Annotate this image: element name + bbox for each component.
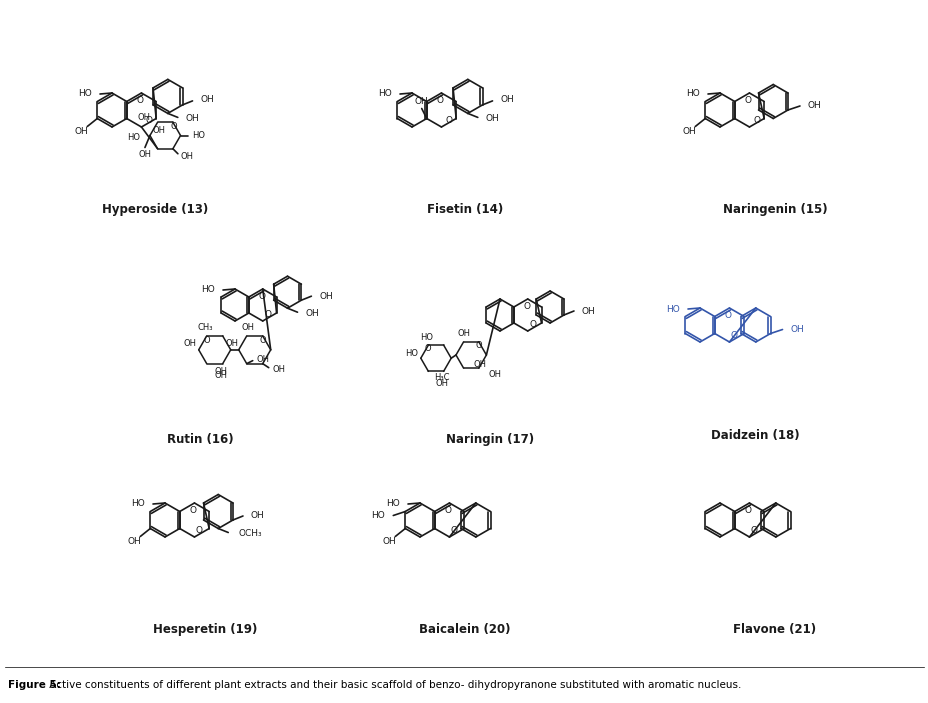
Text: OH: OH [434, 379, 447, 388]
Text: HO: HO [378, 89, 392, 98]
Text: O: O [450, 526, 458, 535]
Text: Daidzein (18): Daidzein (18) [710, 429, 798, 441]
Text: OH: OH [241, 323, 254, 333]
Text: O: O [259, 336, 265, 344]
Text: OH: OH [319, 292, 333, 301]
Text: OH: OH [415, 97, 428, 106]
Text: OH: OH [473, 360, 486, 368]
Text: HO: HO [665, 304, 679, 314]
Text: OH: OH [807, 101, 821, 110]
Text: OH: OH [200, 96, 214, 105]
Text: O: O [189, 506, 197, 515]
Text: OH: OH [127, 537, 141, 546]
Text: OH: OH [273, 365, 286, 374]
Text: Figure 5:: Figure 5: [8, 680, 61, 690]
Text: HO: HO [405, 349, 418, 358]
Text: OH: OH [256, 355, 269, 364]
Text: OH: OH [488, 370, 501, 379]
Text: HO: HO [386, 500, 400, 508]
Text: OH: OH [485, 114, 499, 123]
Text: O: O [744, 96, 751, 105]
Text: Flavone (21): Flavone (21) [732, 624, 816, 636]
Text: O: O [475, 341, 482, 350]
Text: OH: OH [382, 537, 395, 546]
Text: OH: OH [138, 150, 151, 159]
Text: OH: OH [790, 325, 804, 334]
Text: HO: HO [201, 285, 214, 295]
Text: O: O [754, 116, 760, 124]
Text: O: O [136, 96, 144, 105]
Text: HO: HO [371, 511, 385, 520]
Text: O: O [445, 116, 453, 124]
Text: HO: HO [78, 89, 92, 98]
Text: O: O [264, 310, 271, 319]
Text: O: O [170, 122, 177, 131]
Text: OH: OH [500, 96, 514, 105]
Text: O: O [203, 336, 210, 344]
Text: Hesperetin (19): Hesperetin (19) [152, 624, 257, 636]
Text: O: O [445, 506, 451, 515]
Text: OH: OH [682, 127, 695, 136]
Text: HO: HO [686, 89, 699, 98]
Text: OH: OH [458, 329, 470, 338]
Text: H₃C: H₃C [434, 373, 449, 382]
Text: OH: OH [153, 126, 166, 135]
Text: OH: OH [214, 367, 227, 376]
Text: HO: HO [192, 131, 205, 140]
Text: HO: HO [126, 133, 139, 142]
Text: O: O [744, 506, 751, 515]
Text: O: O [750, 526, 757, 535]
Text: OH: OH [214, 371, 227, 380]
Text: Active constituents of different plant extracts and their basic scaffold of benz: Active constituents of different plant e… [46, 680, 741, 690]
Text: O: O [724, 311, 731, 320]
Text: OH: OH [184, 340, 197, 349]
Text: O: O [258, 292, 264, 301]
Text: Naringin (17): Naringin (17) [445, 434, 534, 446]
Text: O: O [730, 330, 737, 340]
Text: Baicalein (20): Baicalein (20) [419, 624, 510, 636]
Text: Rutin (16): Rutin (16) [166, 434, 233, 446]
Text: HO: HO [420, 333, 433, 342]
Text: OH: OH [181, 153, 194, 161]
Text: O: O [196, 526, 202, 535]
Text: O: O [146, 116, 153, 124]
Text: OH: OH [226, 340, 238, 349]
Text: OCH₃: OCH₃ [238, 529, 262, 538]
Text: O: O [436, 96, 444, 105]
Text: O: O [522, 302, 530, 311]
Text: OH: OH [251, 512, 264, 520]
Text: Hyperoside (13): Hyperoside (13) [102, 203, 208, 217]
Text: OH: OH [186, 114, 200, 123]
Text: Naringenin (15): Naringenin (15) [722, 203, 827, 217]
Text: OH: OH [74, 127, 88, 136]
Text: Fisetin (14): Fisetin (14) [426, 203, 503, 217]
Text: CH₃: CH₃ [197, 323, 213, 333]
Text: O: O [529, 320, 535, 329]
Text: O: O [424, 344, 431, 353]
Text: OH: OH [137, 112, 150, 122]
Text: OH: OH [581, 307, 595, 316]
Text: OH: OH [305, 309, 319, 318]
Text: HO: HO [131, 500, 145, 508]
